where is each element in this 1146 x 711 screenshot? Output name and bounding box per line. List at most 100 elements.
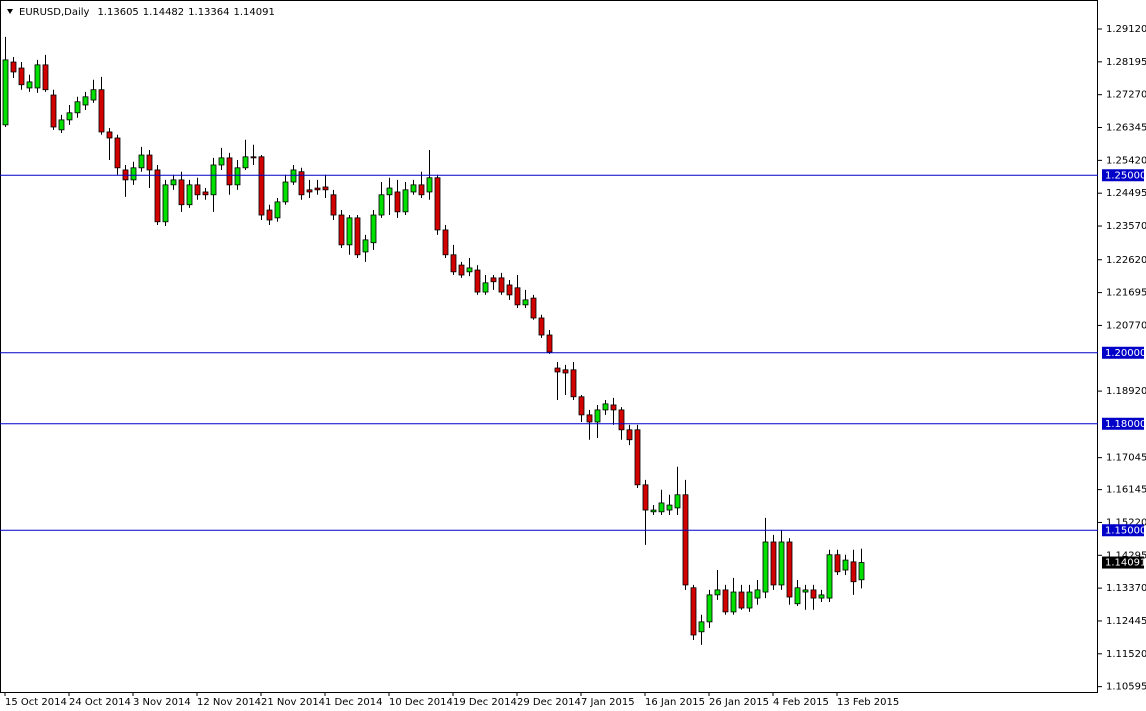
candle-body: [802, 589, 809, 593]
candle-body: [554, 367, 561, 373]
candle-body: [794, 587, 801, 605]
candle-body: [714, 589, 721, 596]
candle-body: [586, 414, 593, 423]
candle-body: [298, 171, 305, 196]
candle-body: [490, 277, 497, 283]
candle-body: [178, 179, 185, 206]
y-tick-label: 1.11520: [1106, 649, 1146, 660]
candle-body: [282, 181, 289, 203]
level-label: 1.25000: [1105, 170, 1146, 181]
candle-body: [514, 287, 521, 306]
candle-body: [130, 167, 137, 181]
candle-body: [218, 157, 225, 166]
x-tick-label: 13 Feb 2015: [837, 697, 899, 708]
y-tick-label: 1.23570: [1106, 221, 1146, 232]
candle-body: [10, 61, 17, 73]
x-tick-label: 4 Feb 2015: [773, 697, 829, 708]
candle-body: [706, 594, 713, 623]
candle-body: [698, 621, 705, 633]
x-tick-label: 15 Oct 2014: [5, 697, 67, 708]
candle-body: [642, 484, 649, 511]
x-tick-label: 7 Jan 2015: [581, 697, 635, 708]
candle-body: [434, 177, 441, 231]
candle-body: [690, 587, 697, 636]
candle-body: [250, 156, 257, 159]
candle-body: [314, 187, 321, 191]
level-label: 1.15000: [1105, 525, 1146, 536]
candle-body: [26, 81, 33, 89]
chart-title: EURUSD,Daily: [19, 7, 90, 18]
candle-body: [82, 96, 89, 106]
price-label-box: [1102, 556, 1144, 569]
candle-body: [194, 184, 201, 196]
candle-body: [562, 369, 569, 374]
x-tick-label: 3 Nov 2014: [133, 697, 191, 708]
candle-body: [722, 589, 729, 613]
y-tick-label: 1.27270: [1106, 90, 1146, 101]
candle-body: [146, 154, 153, 171]
candle-body: [426, 177, 433, 193]
candle-body: [818, 594, 825, 599]
candle-body: [498, 277, 505, 293]
candle-body: [42, 64, 49, 91]
candle-body: [18, 67, 25, 86]
candle-body: [450, 254, 457, 273]
candle-body: [306, 189, 313, 193]
candle-body: [850, 561, 857, 583]
candle-body: [738, 591, 745, 609]
chart-header: EURUSD,Daily 1.13605 1.14482 1.13364 1.14091: [19, 7, 275, 18]
candle-body: [346, 217, 353, 246]
candle-body: [506, 284, 513, 296]
candle-body: [594, 409, 601, 423]
candle-body: [338, 214, 345, 246]
candle-body: [322, 186, 329, 191]
x-tick-label: 24 Oct 2014: [69, 697, 131, 708]
candle-body: [378, 194, 385, 216]
candle-body: [186, 184, 193, 206]
candle-body: [842, 559, 849, 571]
y-tick-label: 1.24495: [1106, 188, 1146, 199]
y-tick-label: 1.20770: [1106, 320, 1146, 331]
y-tick-label: 1.21695: [1106, 288, 1146, 299]
candle-body: [386, 187, 393, 196]
y-tick-label: 1.29120: [1106, 24, 1146, 35]
candle-body: [770, 541, 777, 586]
y-tick-label: 1.22620: [1106, 255, 1146, 266]
candle-body: [618, 409, 625, 431]
candle-body: [834, 554, 841, 573]
candle-body: [266, 209, 273, 221]
candle-body: [34, 64, 41, 89]
candle-body: [570, 369, 577, 398]
candle-body: [74, 101, 81, 114]
y-tick-label: 1.17045: [1106, 453, 1146, 464]
y-tick-label: 1.10595: [1106, 682, 1146, 693]
y-tick-label: 1.12445: [1106, 616, 1146, 627]
candle-body: [530, 297, 537, 319]
candle-body: [610, 404, 617, 411]
candle-body: [98, 89, 105, 133]
candle-body: [786, 541, 793, 598]
candle-body: [2, 59, 9, 126]
candle-body: [242, 156, 249, 169]
menu-arrow[interactable]: [7, 9, 13, 14]
header-high: 1.14482: [143, 7, 184, 18]
y-tick-label: 1.18920: [1106, 386, 1146, 397]
candle-body: [402, 189, 409, 213]
x-tick-label: 29 Dec 2014: [517, 697, 581, 708]
candle-body: [234, 167, 241, 186]
price-label: 1.14091: [1105, 558, 1146, 569]
candle-body: [762, 541, 769, 593]
candle-body: [370, 214, 377, 244]
candle-body: [410, 184, 417, 193]
level-label: 1.20000: [1105, 348, 1146, 359]
candle-body: [442, 229, 449, 256]
candle-body: [154, 169, 161, 223]
candle-body: [290, 169, 297, 183]
candle-body: [522, 299, 529, 306]
y-tick-label: 1.16145: [1106, 485, 1146, 496]
candle-body: [538, 317, 545, 336]
candle-body: [58, 119, 65, 131]
candle-body: [482, 282, 489, 293]
